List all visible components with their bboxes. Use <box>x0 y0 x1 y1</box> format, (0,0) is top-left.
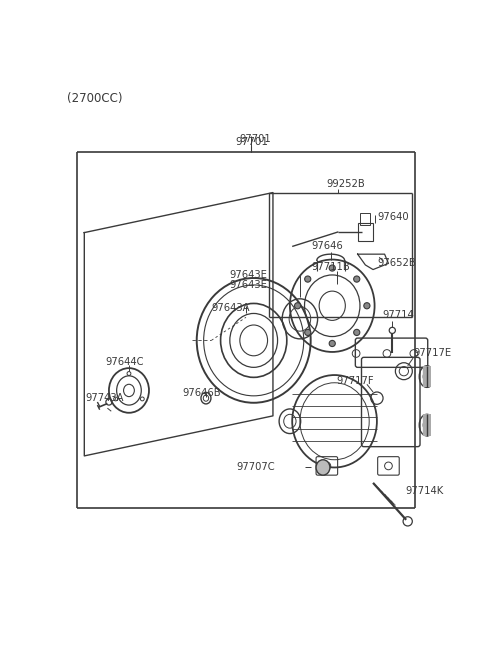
Circle shape <box>295 303 300 309</box>
Text: 97643A: 97643A <box>211 303 250 313</box>
Text: 97717E: 97717E <box>413 348 451 358</box>
Text: 97643E: 97643E <box>229 280 267 290</box>
Ellipse shape <box>316 460 330 475</box>
Circle shape <box>354 276 360 282</box>
Circle shape <box>354 329 360 335</box>
Text: 97652B: 97652B <box>377 259 416 269</box>
Text: 97701: 97701 <box>235 137 268 147</box>
Text: 97640: 97640 <box>377 212 408 222</box>
Text: 97643E: 97643E <box>229 270 267 280</box>
Text: 97717F: 97717F <box>336 376 374 386</box>
Text: 97714: 97714 <box>382 310 414 320</box>
Circle shape <box>329 341 336 346</box>
Text: 97743A: 97743A <box>86 393 124 403</box>
Text: 97644C: 97644C <box>106 357 144 367</box>
Text: (2700CC): (2700CC) <box>67 92 123 105</box>
Text: 97646: 97646 <box>312 242 343 252</box>
Circle shape <box>305 276 311 282</box>
Text: 97646B: 97646B <box>183 388 221 398</box>
Text: 97711B: 97711B <box>312 262 350 272</box>
Text: 97707C: 97707C <box>237 462 275 472</box>
Text: 99252B: 99252B <box>327 179 366 189</box>
Circle shape <box>305 329 311 335</box>
Circle shape <box>364 303 370 309</box>
Text: 97701: 97701 <box>240 134 272 143</box>
Text: 97714K: 97714K <box>406 485 444 496</box>
Circle shape <box>329 265 336 271</box>
